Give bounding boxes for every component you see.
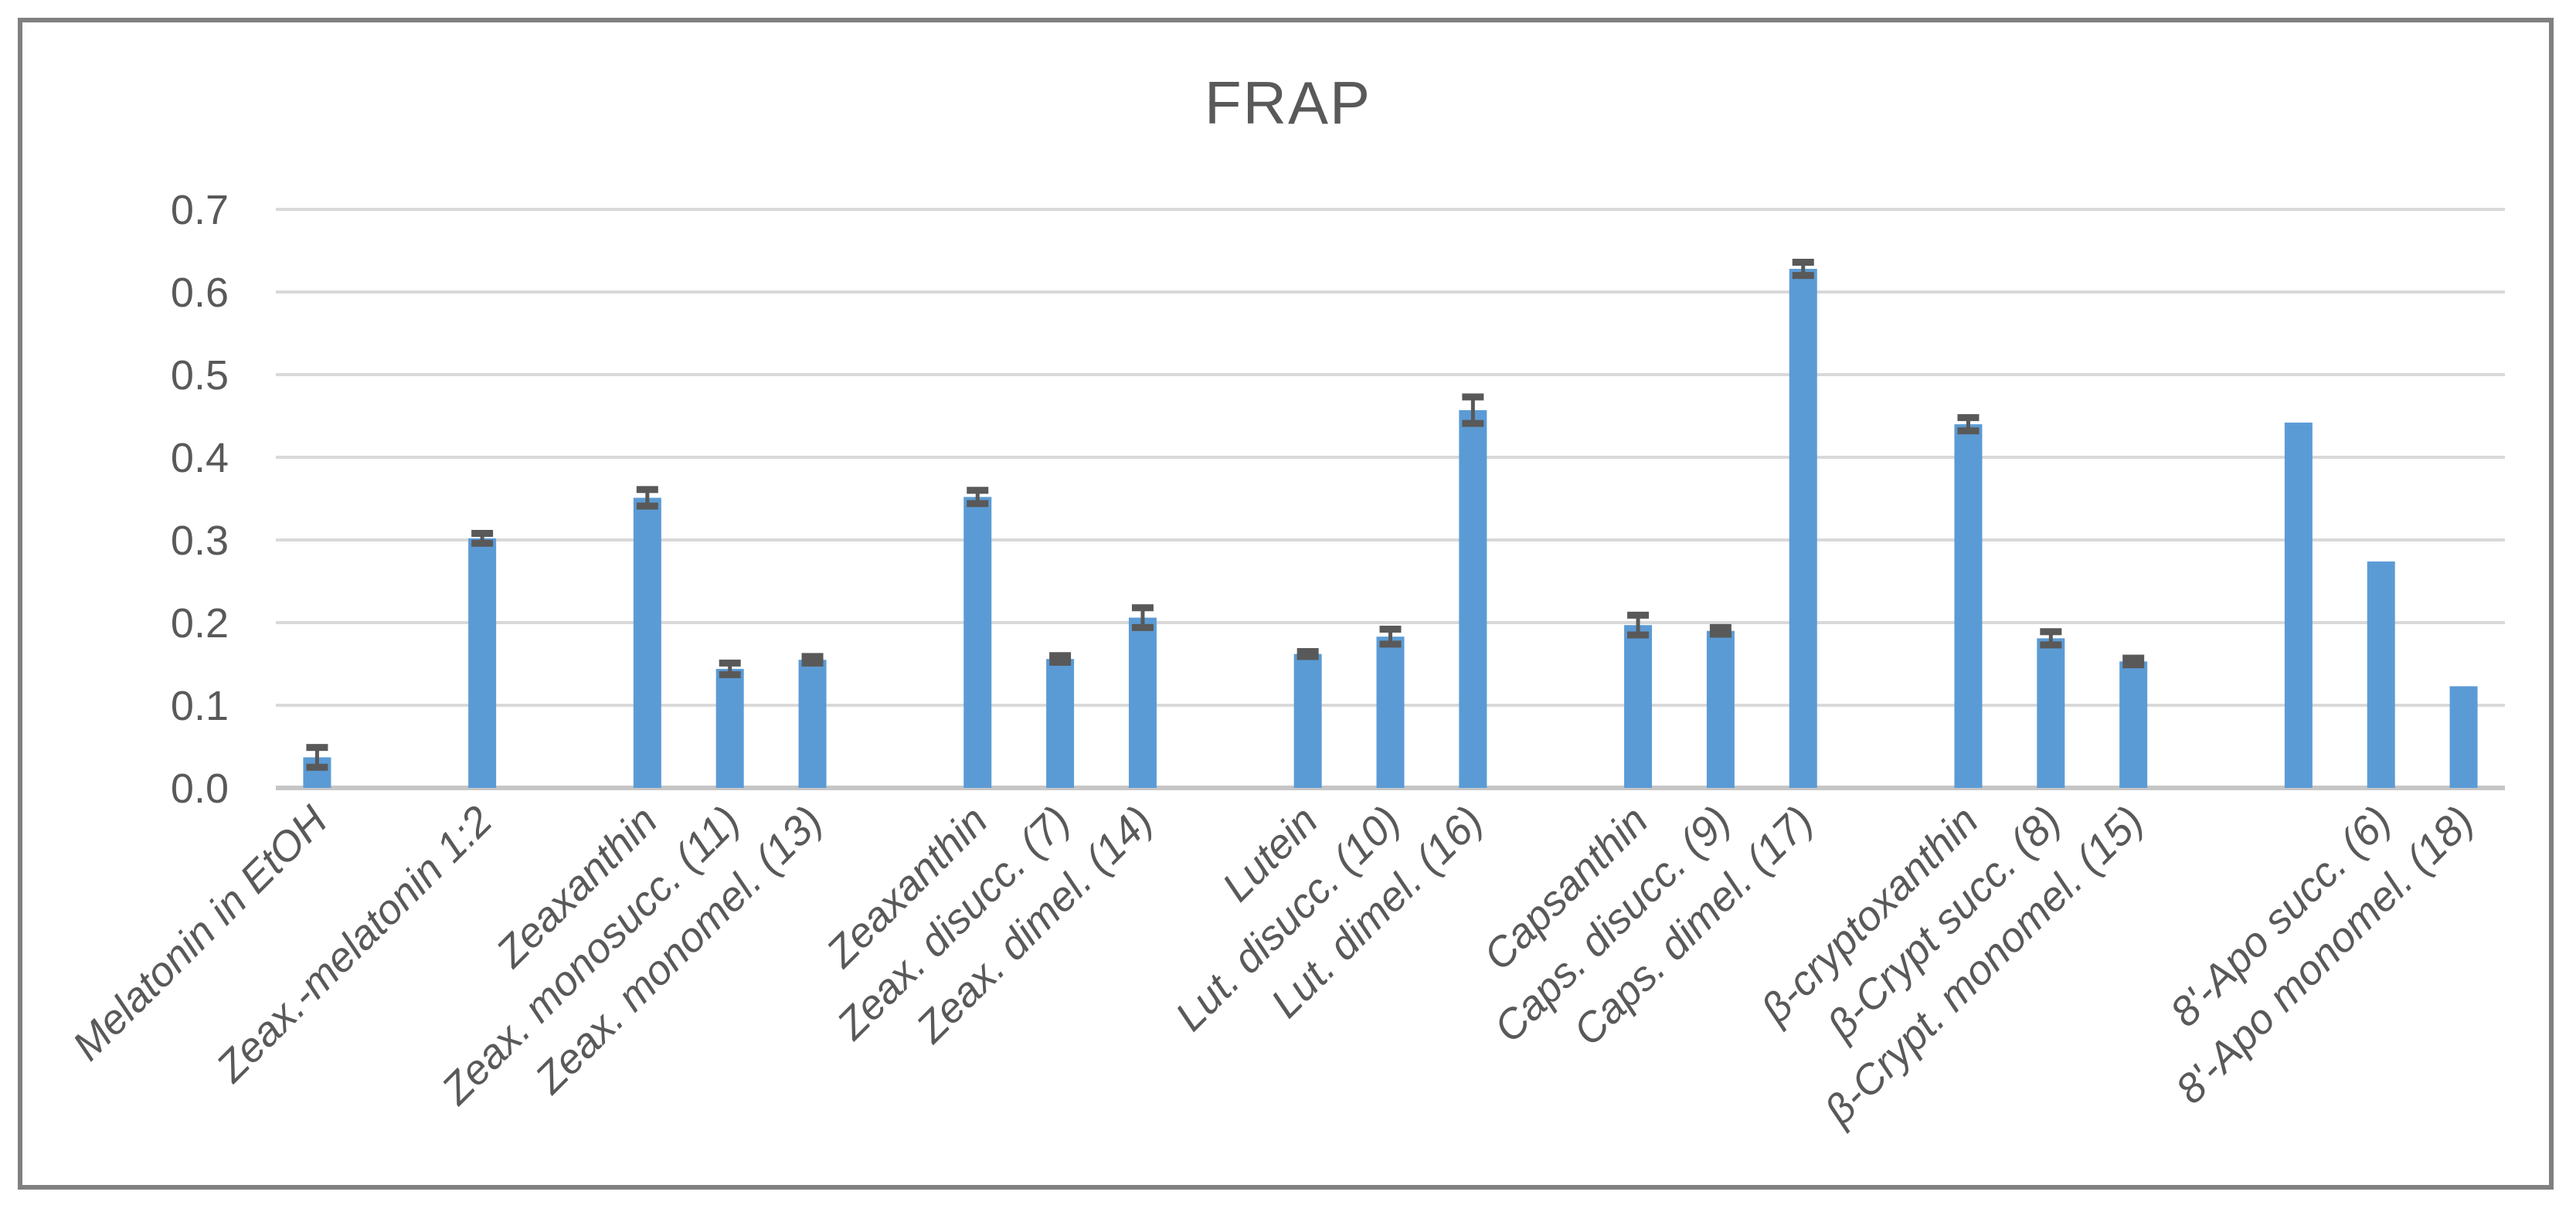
bar — [1376, 637, 1405, 788]
chart-title: FRAP — [1204, 69, 1372, 137]
y-tick-label: 0.6 — [171, 270, 229, 316]
y-tick-label: 0.5 — [171, 352, 229, 399]
x-axis-label: β-Crypt. monomel. (15) — [1815, 797, 2153, 1135]
x-axis-label: Zeax.-melatonin 1:2 — [206, 797, 501, 1091]
bar — [1046, 659, 1075, 788]
bar — [2367, 561, 2395, 788]
bar — [715, 668, 744, 788]
bar — [798, 660, 827, 788]
bar — [468, 538, 497, 788]
y-tick-label: 0.0 — [171, 766, 229, 812]
y-tick-label: 0.2 — [171, 600, 229, 647]
bar — [1624, 625, 1653, 788]
bar — [2284, 423, 2313, 788]
bar — [1128, 617, 1157, 788]
chart-frame — [18, 18, 2554, 1190]
bar — [1789, 269, 1817, 788]
y-tick-label: 0.4 — [171, 435, 229, 481]
bar — [1954, 424, 1983, 788]
bar — [1459, 410, 1487, 788]
bar — [2037, 638, 2065, 788]
y-tick-label: 0.3 — [171, 518, 229, 564]
bar — [633, 497, 661, 788]
bar — [1706, 630, 1735, 788]
bar — [1293, 654, 1322, 788]
y-tick-label: 0.1 — [171, 683, 229, 729]
bar — [963, 497, 992, 788]
bar — [2449, 686, 2478, 788]
y-tick-label: 0.7 — [171, 187, 229, 233]
bar — [2119, 661, 2148, 788]
